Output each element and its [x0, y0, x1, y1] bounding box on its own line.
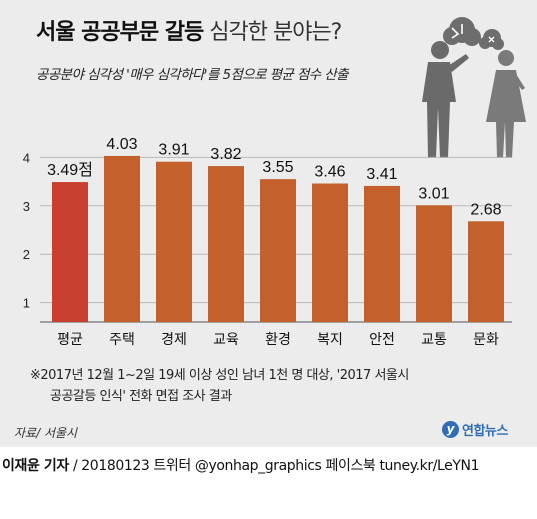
- arguing-people-illustration: [422, 17, 526, 158]
- category-label: 교육: [213, 332, 239, 348]
- bar: [104, 155, 140, 322]
- y-tick-label: 2: [23, 247, 30, 262]
- title-bold: 서울 공공부문 갈등: [36, 20, 204, 45]
- yonhap-logo-text: 연합뉴스: [462, 424, 508, 439]
- value-label: 3.41: [366, 166, 397, 183]
- footnote: ※2017년 12월 1~2일 19세 이상 성인 남녀 1천 명 대상, '2…: [30, 365, 409, 407]
- footnote-line-1: ※2017년 12월 1~2일 19세 이상 성인 남녀 1천 명 대상, '2…: [30, 368, 409, 383]
- angry-speech-cloud-icon: [479, 29, 504, 50]
- value-label: 3.46: [314, 164, 345, 181]
- bar: [416, 205, 452, 322]
- category-label: 환경: [265, 332, 291, 348]
- page-title: 서울 공공부문 갈등 심각한 분야는?: [36, 14, 342, 46]
- value-label: 3.91: [158, 142, 189, 159]
- bar: [156, 161, 192, 322]
- man-silhouette-icon: [422, 41, 469, 158]
- angry-speech-cloud-icon: [443, 17, 481, 46]
- category-label: 안전: [369, 332, 395, 348]
- title-light: 심각한 분야는?: [209, 20, 342, 45]
- source-label: 자료/ 서울시: [14, 426, 78, 440]
- value-label: 3.55: [262, 159, 293, 176]
- bar: [312, 183, 348, 322]
- bar: [468, 221, 504, 322]
- y-tick-label: 1: [23, 296, 30, 311]
- value-label: 4.03: [106, 136, 137, 153]
- credit-details: / 20180123 트위터 @yonhap_graphics 페이스북 tun…: [72, 458, 480, 474]
- category-label: 문화: [473, 332, 499, 348]
- woman-silhouette-icon: [486, 50, 526, 158]
- category-label: 경제: [161, 332, 187, 348]
- category-label: 교통: [421, 332, 447, 348]
- yonhap-logo: y 연합뉴스: [442, 420, 508, 439]
- value-label: 3.01: [418, 185, 449, 202]
- credit-line: 이재윤 기자 / 20180123 트위터 @yonhap_graphics 페…: [2, 455, 480, 475]
- category-label: 주택: [109, 332, 135, 348]
- y-tick-label: 4: [23, 150, 30, 165]
- y-tick-label: 3: [23, 199, 30, 214]
- subtitle: 공공분야 심각성 '매우 심각하다'를 5점으로 평균 점수 산출: [36, 67, 349, 83]
- yonhap-logo-mark: y: [442, 421, 459, 438]
- average-bar: [52, 182, 88, 322]
- category-label: 복지: [317, 332, 343, 348]
- bar: [208, 166, 244, 322]
- bar: [260, 179, 296, 322]
- value-label: 3.82: [210, 146, 241, 163]
- value-label: 2.68: [470, 201, 501, 218]
- value-label: 3.49점: [47, 161, 93, 179]
- category-label: 평균: [57, 332, 83, 348]
- footnote-line-2: 공공갈등 인식' 전화 면접 조사 결과: [50, 389, 232, 404]
- bar: [364, 185, 400, 322]
- author-name: 이재윤 기자: [2, 458, 69, 474]
